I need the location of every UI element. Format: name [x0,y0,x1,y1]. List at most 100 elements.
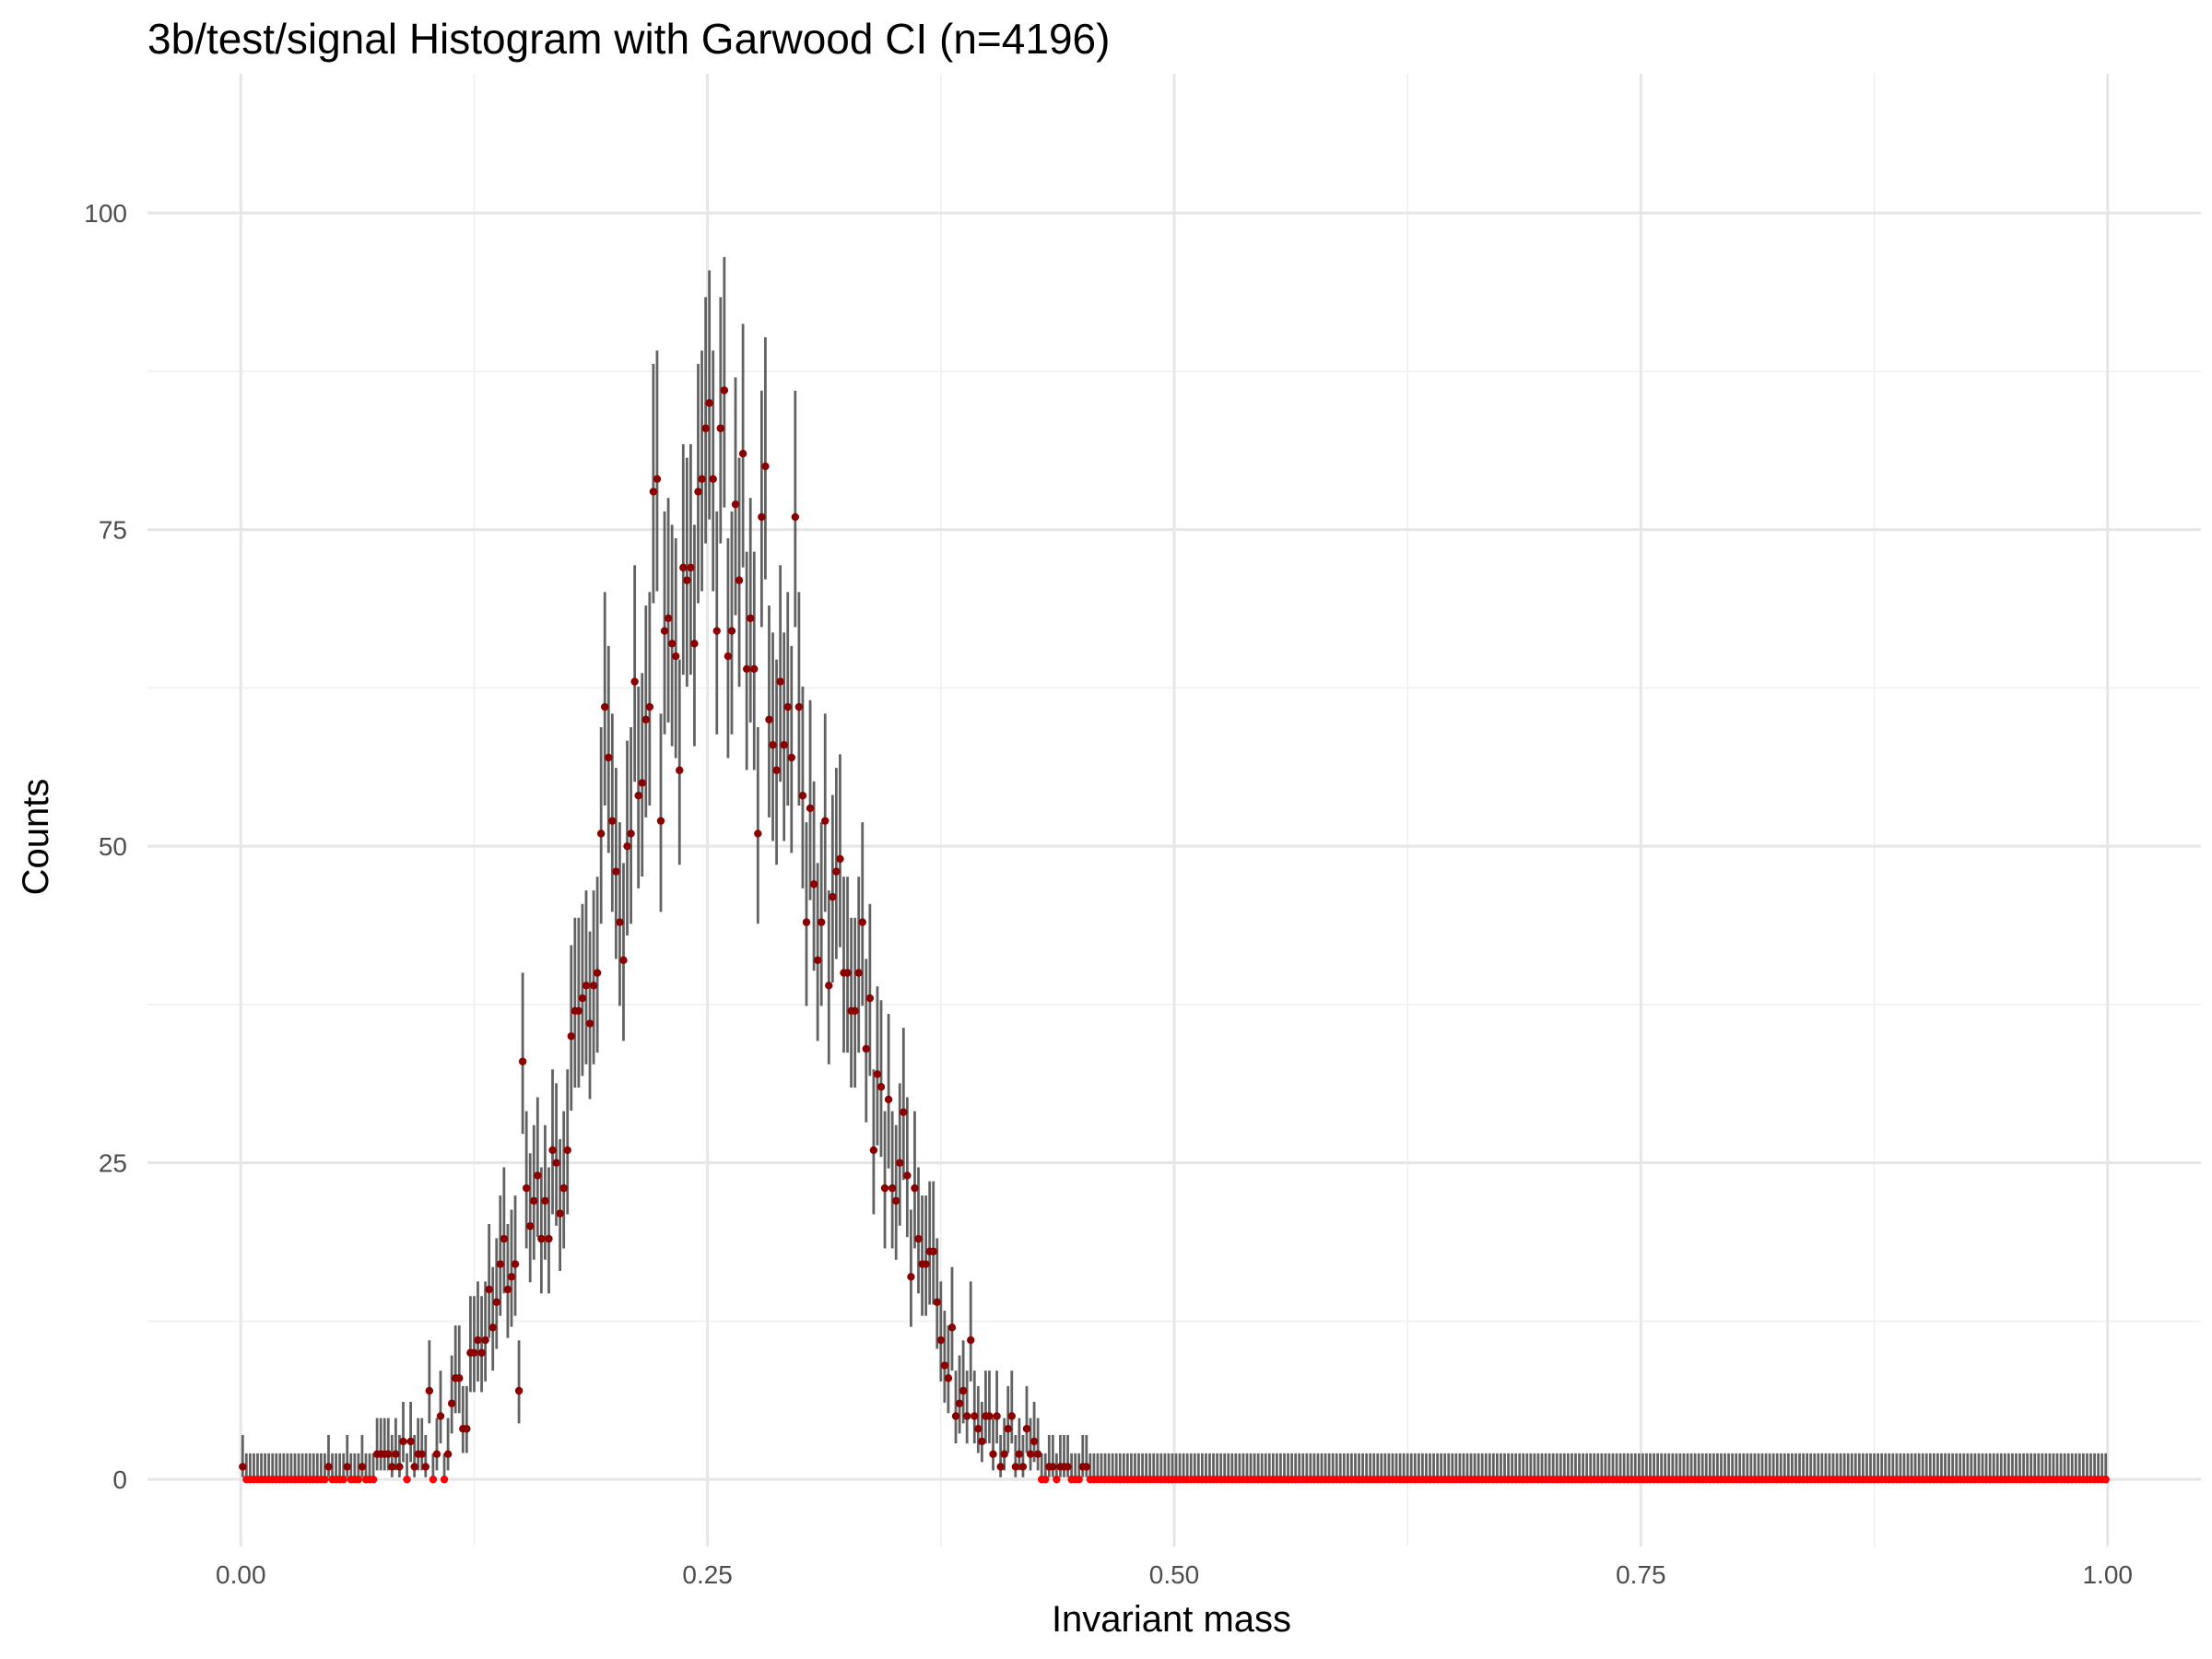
data-point [1018,1463,1028,1471]
data-point [645,702,654,712]
data-point [239,1463,247,1471]
data-point [843,969,852,977]
data-point [862,1044,870,1053]
data-point [1049,1463,1057,1471]
data-point [653,475,662,483]
data-point [664,614,673,623]
data-point [548,1146,557,1155]
x-tick-label: 0.50 [1149,1560,1200,1589]
data-point [754,830,762,838]
data-point [951,1412,960,1420]
data-point [641,715,650,724]
data-point [522,1183,531,1193]
data-point [735,576,744,584]
y-tick-label: 25 [99,1149,127,1178]
data-point [869,1146,878,1155]
data-point [623,841,631,851]
data-point [865,994,875,1003]
data-point [877,1083,886,1091]
data-point [589,982,598,990]
data-point [585,1019,594,1028]
data-point [425,1386,434,1395]
data-point [406,1437,415,1446]
data-point [1000,1450,1008,1458]
data-point [911,1183,919,1193]
data-point [1015,1450,1024,1458]
data-point [679,563,688,572]
data-point [724,652,733,661]
data-point [619,956,628,965]
data-point [656,817,665,825]
data-point [343,1463,351,1471]
data-point [747,614,755,623]
data-point [627,830,635,838]
data-point [947,1324,957,1332]
data-point [507,1273,516,1281]
data-point [709,475,717,483]
data-point [667,640,677,648]
data-point [503,1285,512,1294]
data-point [605,753,613,762]
data-point [851,1006,859,1015]
data-point [813,956,822,965]
data-point [638,779,646,787]
data-point [936,1335,946,1345]
data-point [443,1450,453,1458]
x-tick-label: 0.00 [216,1560,266,1589]
data-point [772,766,781,774]
data-point [978,1437,986,1446]
data-point [1033,1450,1042,1458]
data-point [821,817,830,825]
data-point [884,1095,893,1104]
data-point [612,867,620,876]
data-point [339,1475,347,1484]
data-point [780,741,788,749]
data-point [384,1450,393,1458]
data-point [1011,1463,1020,1471]
data-point [447,1399,456,1407]
data-point [485,1285,493,1294]
data-point [530,1196,538,1206]
y-tick-label: 50 [99,832,127,861]
data-point [545,1234,553,1243]
data-point [578,994,587,1003]
data-point [873,1070,882,1078]
data-point [676,766,684,774]
data-point [2101,1475,2110,1484]
data-point [858,918,866,926]
data-point [993,1412,1001,1420]
data-point [765,715,773,724]
data-point [436,1412,445,1420]
data-point [556,1209,564,1218]
data-point [996,1463,1005,1471]
data-point [1075,1475,1083,1484]
data-point [608,817,617,825]
data-point [537,1234,546,1243]
data-point [959,1386,968,1395]
data-point [1007,1412,1016,1420]
data-point [1082,1463,1091,1471]
data-point [742,665,751,673]
data-point [687,563,695,572]
data-point [399,1437,407,1446]
data-point [971,1412,979,1420]
data-point [455,1374,464,1382]
data-point [829,892,837,901]
data-point [395,1463,404,1471]
data-point [477,1348,486,1357]
data-point [802,918,811,926]
data-point [582,982,591,990]
data-point [660,627,669,635]
data-point [616,918,624,926]
data-point [429,1475,438,1484]
data-point [809,880,818,888]
data-point [672,652,680,661]
data-point [974,1425,982,1433]
data-point [761,462,770,471]
data-point [787,753,795,762]
data-point [601,702,609,712]
data-point [698,475,706,483]
data-point [514,1386,524,1395]
data-point [712,627,721,635]
data-point [914,1234,923,1243]
